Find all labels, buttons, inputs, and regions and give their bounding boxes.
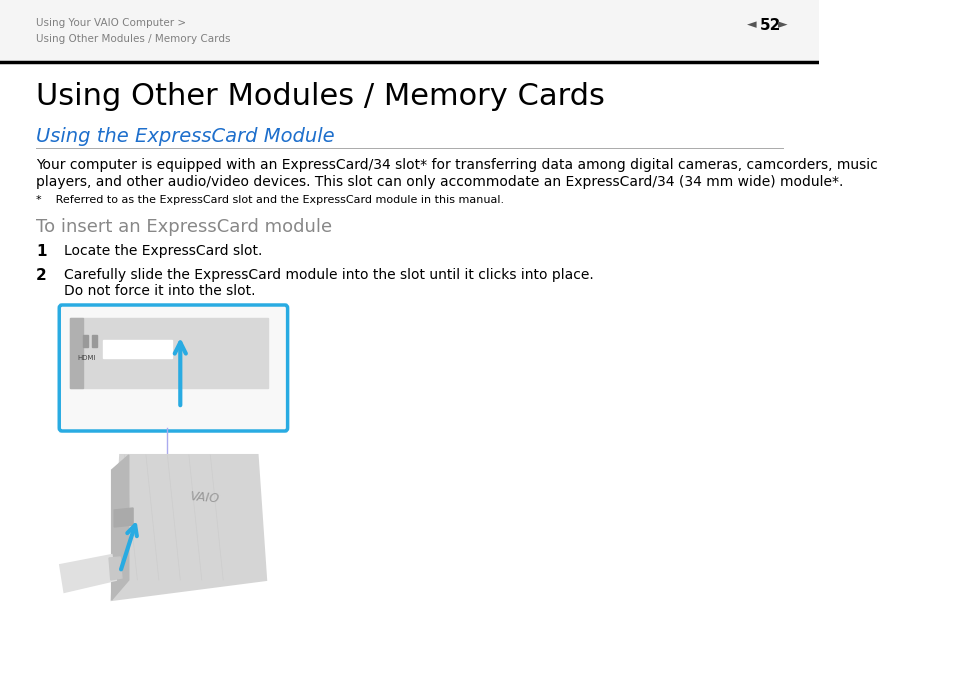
Text: Using Other Modules / Memory Cards: Using Other Modules / Memory Cards xyxy=(36,34,231,44)
Bar xyxy=(71,318,83,388)
Text: VAIO: VAIO xyxy=(189,490,219,506)
Text: To insert an ExpressCard module: To insert an ExpressCard module xyxy=(36,218,332,236)
Text: Carefully slide the ExpressCard module into the slot until it clicks into place.: Carefully slide the ExpressCard module i… xyxy=(64,268,594,282)
FancyArrowPatch shape xyxy=(121,525,136,570)
Text: players, and other audio/video devices. This slot can only accommodate an Expres: players, and other audio/video devices. … xyxy=(36,175,842,189)
Text: *    Referred to as the ExpressCard slot and the ExpressCard module in this manu: * Referred to as the ExpressCard slot an… xyxy=(36,195,503,205)
Polygon shape xyxy=(114,508,132,527)
FancyArrowPatch shape xyxy=(174,342,186,405)
Polygon shape xyxy=(112,455,266,600)
Text: Your computer is equipped with an ExpressCard/34 slot* for transferring data amo: Your computer is equipped with an Expres… xyxy=(36,158,877,172)
Bar xyxy=(103,340,172,358)
FancyBboxPatch shape xyxy=(59,305,287,431)
Bar xyxy=(83,335,89,347)
Text: ►: ► xyxy=(777,18,786,32)
Text: Locate the ExpressCard slot.: Locate the ExpressCard slot. xyxy=(64,244,262,258)
Polygon shape xyxy=(109,557,122,580)
Text: Using Other Modules / Memory Cards: Using Other Modules / Memory Cards xyxy=(36,82,604,111)
Polygon shape xyxy=(112,455,129,600)
Text: ◄: ◄ xyxy=(746,18,756,32)
Text: 52: 52 xyxy=(759,18,781,32)
Text: HDMI: HDMI xyxy=(77,355,95,361)
Bar xyxy=(0,0,819,62)
Text: 2: 2 xyxy=(36,268,47,283)
Text: Using the ExpressCard Module: Using the ExpressCard Module xyxy=(36,127,335,146)
Bar xyxy=(71,318,268,388)
Bar xyxy=(91,335,97,347)
Text: 1: 1 xyxy=(36,244,47,259)
Text: Do not force it into the slot.: Do not force it into the slot. xyxy=(64,284,255,298)
Polygon shape xyxy=(60,555,115,592)
Text: Using Your VAIO Computer >: Using Your VAIO Computer > xyxy=(36,18,186,28)
